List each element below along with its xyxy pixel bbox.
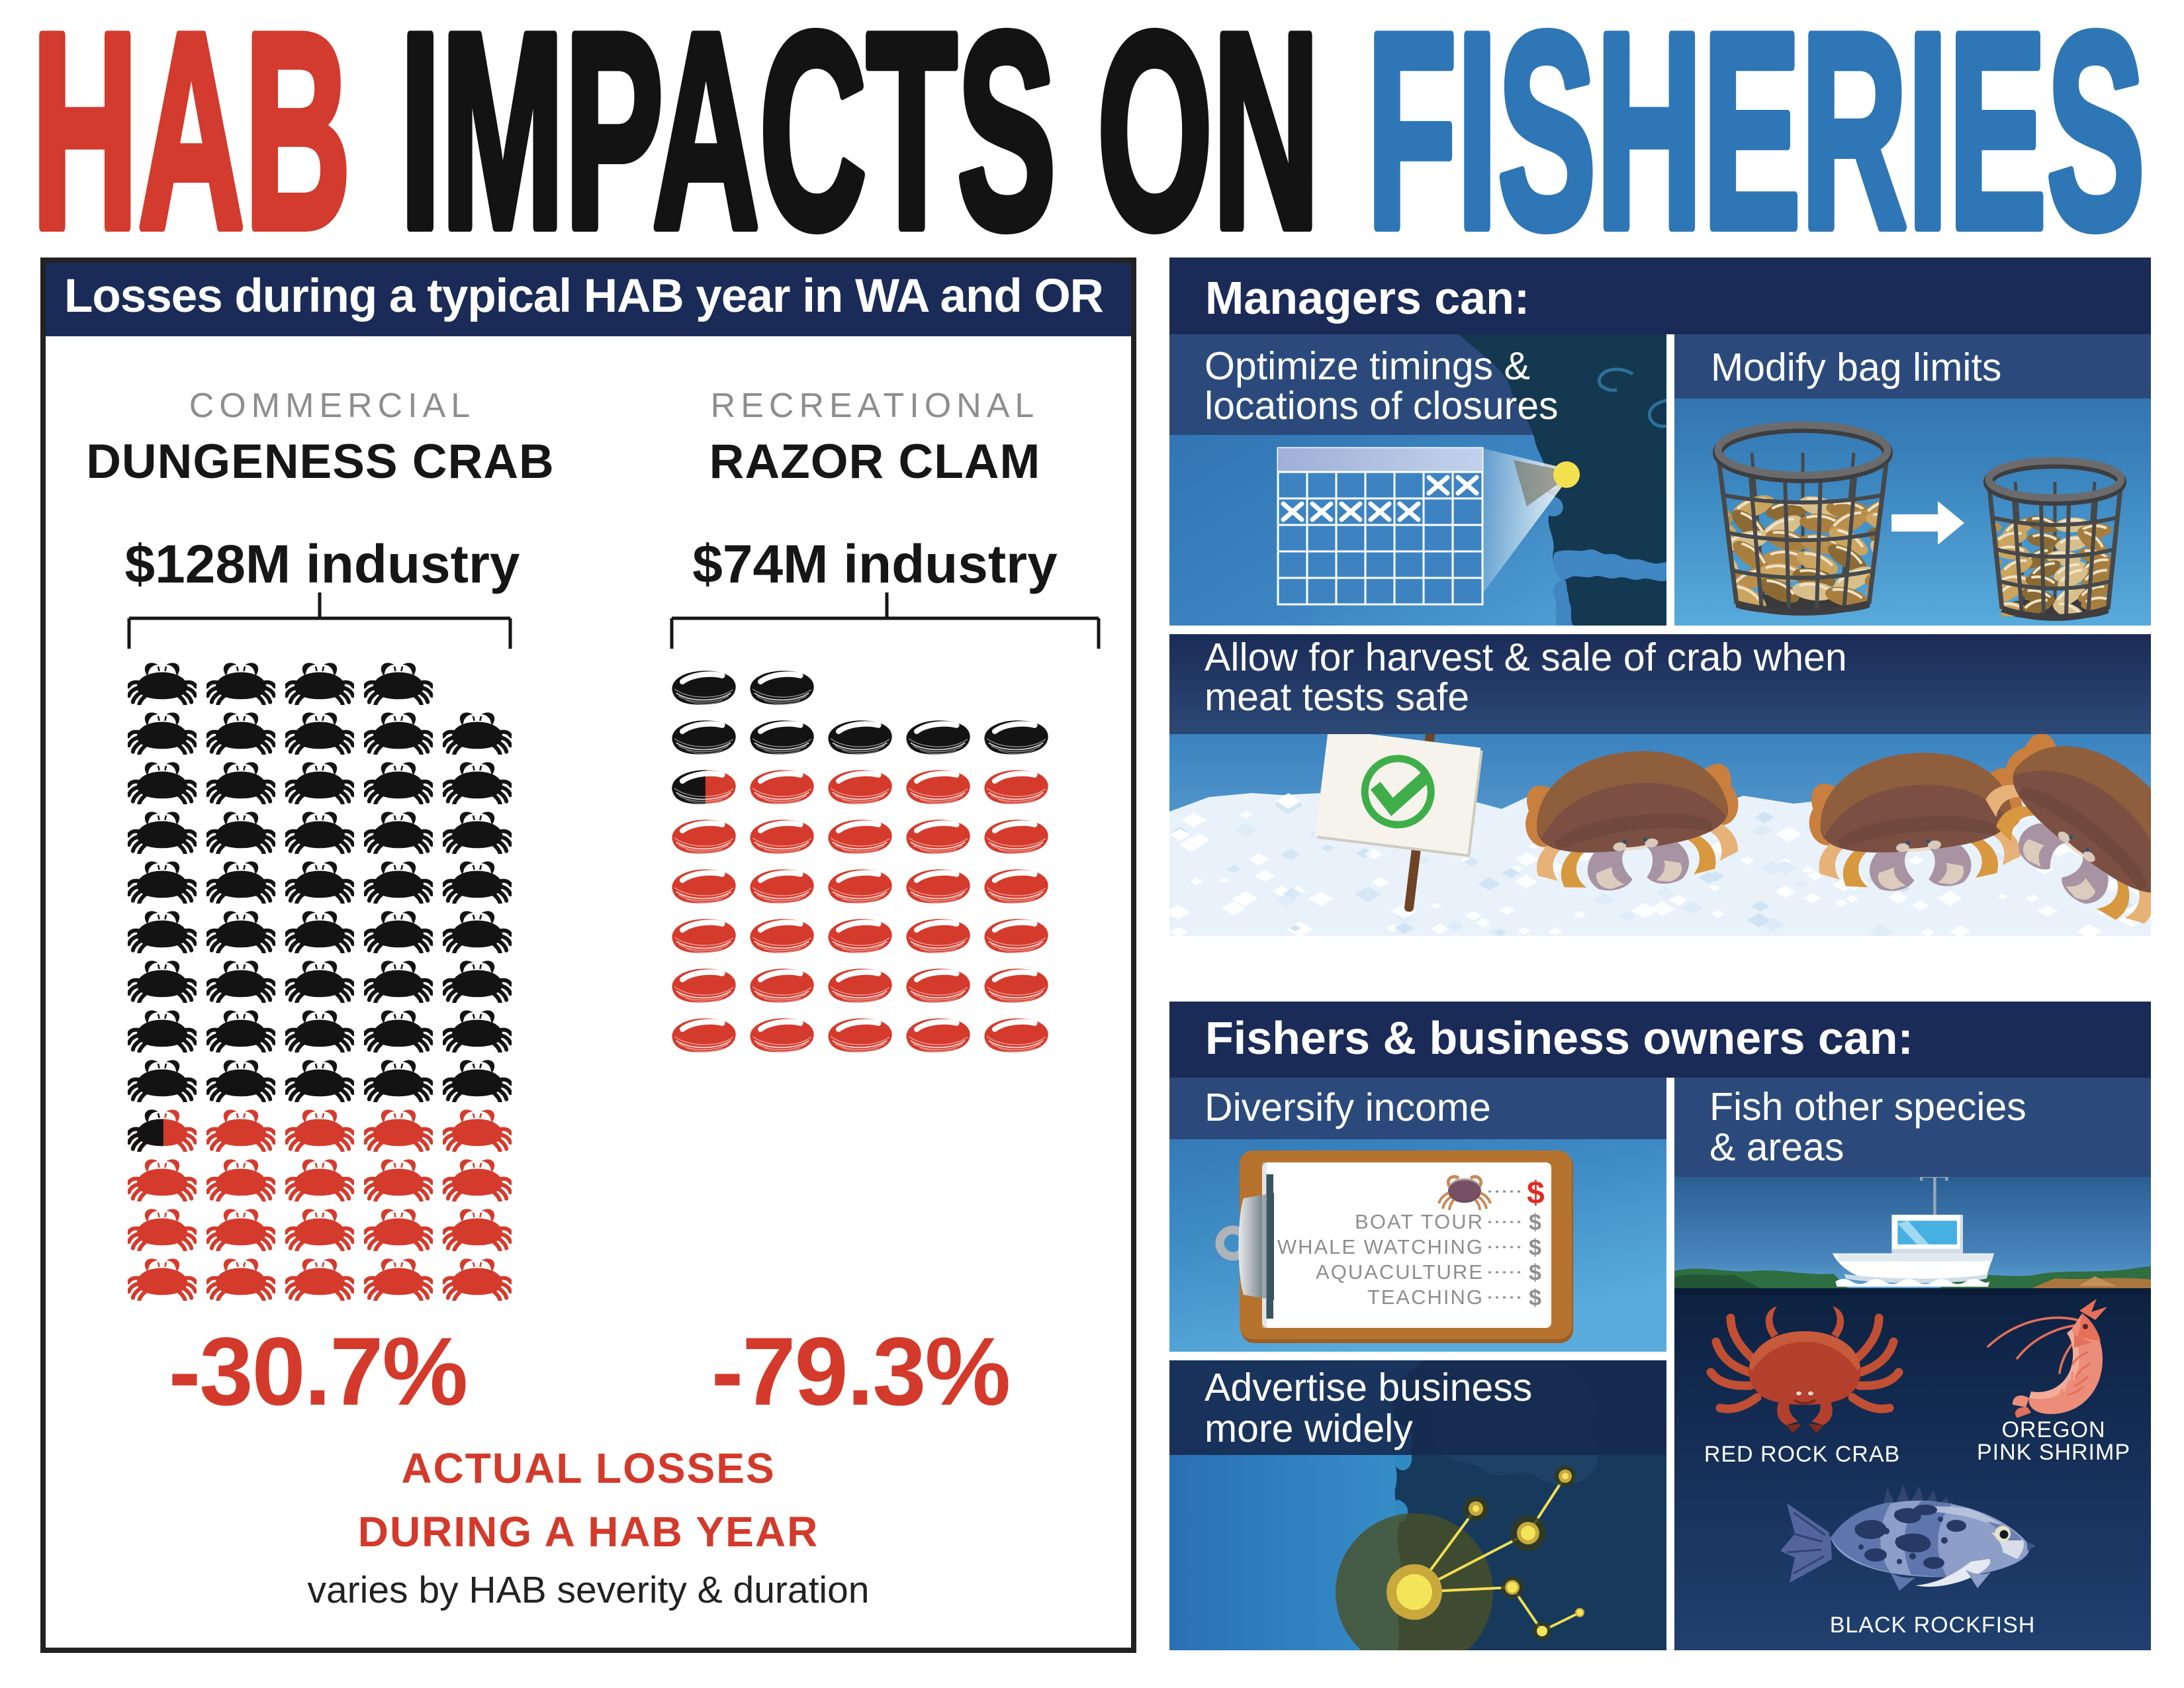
svg-text:HAB: HAB bbox=[32, 0, 351, 252]
svg-text:TEACHING: TEACHING bbox=[1367, 1286, 1484, 1309]
svg-text:$: $ bbox=[1529, 1210, 1541, 1235]
svg-text:BOAT TOUR: BOAT TOUR bbox=[1355, 1210, 1484, 1233]
svg-text:AQUACULTURE: AQUACULTURE bbox=[1316, 1260, 1484, 1284]
svg-text:WHALE WATCHING: WHALE WATCHING bbox=[1277, 1235, 1484, 1258]
svg-text:$: $ bbox=[1527, 1176, 1545, 1211]
svg-text:$: $ bbox=[1529, 1235, 1541, 1260]
svg-text:IMPACTS ON: IMPACTS ON bbox=[400, 0, 1320, 252]
svg-text:FISHERIES: FISHERIES bbox=[1367, 0, 2145, 252]
svg-text:$: $ bbox=[1529, 1260, 1541, 1286]
svg-text:$: $ bbox=[1529, 1286, 1541, 1311]
